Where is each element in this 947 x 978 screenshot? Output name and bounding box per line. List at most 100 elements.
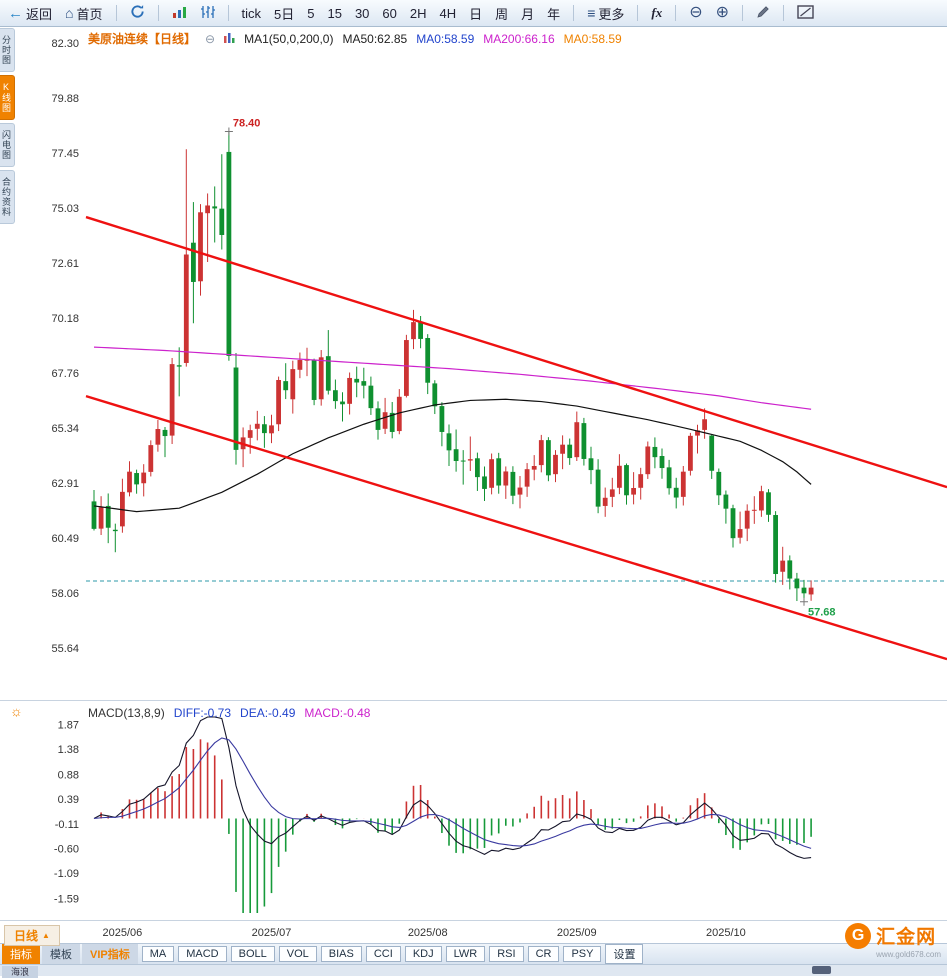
indicator-tabs: 指标 模板 VIP指标 xyxy=(2,944,138,964)
ma-value-2: MA200:66.16 xyxy=(483,31,555,46)
svg-text:1.38: 1.38 xyxy=(58,744,79,756)
zoom-in-button[interactable]: ⊕ xyxy=(716,5,729,21)
sidebar-tab-1[interactable]: K线图 xyxy=(0,75,15,120)
indicator-button-ma[interactable]: MA xyxy=(141,946,175,962)
svg-text:2025/08: 2025/08 xyxy=(408,927,448,939)
indicator-settings-icon[interactable]: ☼ xyxy=(10,703,23,719)
subwindow-tab[interactable]: 海浪 xyxy=(2,966,39,978)
home-label: 首页 xyxy=(76,6,103,22)
formula-editor-button[interactable]: fx xyxy=(651,5,662,21)
macd-value-1: DEA:-0.49 xyxy=(240,706,296,720)
refresh-button[interactable] xyxy=(130,4,145,22)
macd-values: DIFF:-0.73 DEA:-0.49 MACD:-0.48 xyxy=(174,706,371,720)
chart-style-bars-button[interactable] xyxy=(172,5,187,22)
indicator-button-vol[interactable]: VOL xyxy=(278,946,317,962)
draw-tool-button[interactable] xyxy=(756,5,770,22)
period-selector[interactable]: 日线 ▲ xyxy=(4,925,60,946)
pencil-icon xyxy=(756,5,770,22)
refresh-icon xyxy=(130,4,145,22)
indicator-button-cr[interactable]: CR xyxy=(527,946,560,962)
trend-line xyxy=(85,215,947,489)
toolbar-separator xyxy=(783,5,785,21)
back-button[interactable]: ← 返回 xyxy=(8,4,52,23)
macd-dea-line xyxy=(93,737,812,849)
scrollbar-handle[interactable] xyxy=(812,966,831,974)
period-button-30[interactable]: 30 xyxy=(354,5,370,21)
collapse-icon[interactable]: ⊖ xyxy=(205,31,216,46)
sidebar-tab-3[interactable]: 合约资料 xyxy=(0,170,15,224)
macd-value-2: MACD:-0.48 xyxy=(304,706,371,720)
macd-header: MACD(13,8,9) DIFF:-0.73 DEA:-0.49 MACD:-0.… xyxy=(88,706,370,720)
price-annotation: 57.68 xyxy=(808,607,836,619)
toolbar-separator xyxy=(573,5,575,21)
svg-text:2025/10: 2025/10 xyxy=(706,927,746,939)
svg-text:72.61: 72.61 xyxy=(51,258,79,270)
ma-legend: MA50:62.85 MA0:58.59 MA200:66.16 MA0:58.59 xyxy=(342,32,621,46)
macd-diff-line xyxy=(93,716,812,859)
price-axis: 82.30 79.88 77.45 75.03 72.61 70.18 67.76 65.34… xyxy=(51,38,79,655)
settings-label: 设置 xyxy=(613,949,636,961)
indicator-button-boll[interactable]: BOLL xyxy=(230,946,275,962)
indicator-button-macd[interactable]: MACD xyxy=(178,946,227,962)
indicator-button-bias[interactable]: BIAS xyxy=(320,946,362,962)
x-axis: 2025/06 2025/07 2025/08 2025/09 2025/10 xyxy=(103,927,746,939)
svg-text:2025/09: 2025/09 xyxy=(557,927,597,939)
svg-text:55.64: 55.64 xyxy=(51,643,79,655)
popup-window-button[interactable] xyxy=(797,4,814,22)
chart-header: 美原油连续【日线】 ⊖ MA1(50,0,200,0) MA50:62.85 MA… xyxy=(88,30,622,47)
indicator-button-rsi[interactable]: RSI xyxy=(489,946,524,962)
svg-text:82.30: 82.30 xyxy=(51,38,79,50)
svg-text:75.03: 75.03 xyxy=(51,203,79,215)
logo-icon: G xyxy=(845,922,872,949)
bottom-subtab-row: 海浪 xyxy=(0,964,947,978)
period-button-5[interactable]: 5 xyxy=(307,5,315,21)
home-button[interactable]: ⌂ 首页 xyxy=(65,4,102,23)
indicator-button-cci[interactable]: CCI xyxy=(365,946,401,962)
ma-line-ma200 xyxy=(93,346,812,410)
ohlc-chart-icon xyxy=(200,5,215,22)
indicator-tab-1[interactable]: 模板 xyxy=(42,944,80,964)
menu-icon: ≡ xyxy=(587,5,596,21)
toolbar-separator xyxy=(157,5,159,21)
fx-label: fx xyxy=(651,5,663,20)
zoom-out-icon: ⊖ xyxy=(689,4,703,21)
instrument-title: 美原油连续【日线】 xyxy=(88,32,197,46)
indicator-toolbar: 指标 模板 VIP指标 MA MACD BOLL VOL BIAS CCI KDJ LWR RSI C… xyxy=(0,943,947,964)
sidebar-tab-0[interactable]: 分时图 xyxy=(0,28,15,72)
logo-name: 汇金网 xyxy=(876,927,937,948)
settings-button[interactable]: 设置 xyxy=(605,944,644,964)
more-label: 更多 xyxy=(598,6,625,22)
period-button-2H[interactable]: 2H xyxy=(409,5,427,21)
sidebar-tab-2[interactable]: 闪电图 xyxy=(0,123,15,167)
period-button-年[interactable]: 年 xyxy=(547,6,561,22)
svg-text:-1.59: -1.59 xyxy=(54,893,79,905)
period-button-日[interactable]: 日 xyxy=(469,6,483,22)
annotation-marker xyxy=(800,597,808,606)
indicator-button-kdj[interactable]: KDJ xyxy=(404,946,442,962)
indicator-tab-2[interactable]: VIP指标 xyxy=(82,944,138,964)
period-button-tick[interactable]: tick xyxy=(241,5,262,21)
indicator-button-psy[interactable]: PSY xyxy=(563,946,602,962)
svg-text:0.39: 0.39 xyxy=(58,794,79,806)
indicator-tab-0[interactable]: 指标 xyxy=(2,944,40,964)
period-button-15[interactable]: 15 xyxy=(327,5,342,21)
period-selector-label: 日线 xyxy=(14,929,39,943)
period-button-月[interactable]: 月 xyxy=(521,6,535,22)
chart-mode-sidebar: 分时图 K线图闪电图合约资料 xyxy=(0,28,15,224)
period-button-周[interactable]: 周 xyxy=(495,6,509,22)
annotation-marker xyxy=(224,127,233,136)
window-icon xyxy=(797,4,814,22)
logo-url: www.gold678.com xyxy=(876,950,941,959)
macd-histogram xyxy=(100,739,812,913)
period-button-4H[interactable]: 4H xyxy=(439,5,457,21)
home-icon: ⌂ xyxy=(65,5,74,21)
chart-style-ohlc-button[interactable] xyxy=(200,5,215,22)
svg-text:1.87: 1.87 xyxy=(58,720,79,732)
indicator-button-lwr[interactable]: LWR xyxy=(445,946,486,962)
period-button-60[interactable]: 60 xyxy=(382,5,397,21)
zoom-out-button[interactable]: ⊖ xyxy=(689,5,702,21)
more-button[interactable]: ≡ 更多 xyxy=(587,4,624,23)
svg-text:79.88: 79.88 xyxy=(51,93,79,105)
period-button-5日[interactable]: 5日 xyxy=(274,6,295,22)
